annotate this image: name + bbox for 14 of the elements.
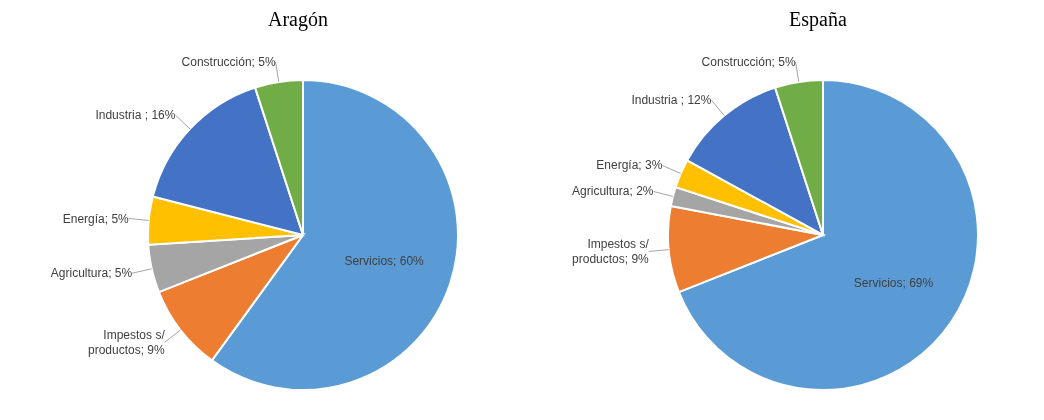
slice-label: Agricultura; 2% <box>572 184 654 199</box>
slice-label: Impestos s/ productos; 9% <box>572 237 650 267</box>
slice-label: Impestos s/ productos; 9% <box>88 328 166 358</box>
slice-label: Servicios; 69% <box>853 275 934 290</box>
slice-label: Servicios; 60% <box>344 254 425 269</box>
chart-title: España <box>788 8 848 33</box>
slice-label: Agricultura; 5% <box>50 266 133 281</box>
chart-title: Aragón <box>267 8 329 33</box>
slice-label: Energía; 5% <box>62 211 130 226</box>
slice-label: Construcción; 5% <box>701 55 796 70</box>
slice-label: Energía; 3% <box>596 158 663 173</box>
slice-label: Industria ; 16% <box>95 108 176 123</box>
slice-label: Construcción; 5% <box>181 55 276 70</box>
slice-label: Industria ; 12% <box>631 93 712 108</box>
